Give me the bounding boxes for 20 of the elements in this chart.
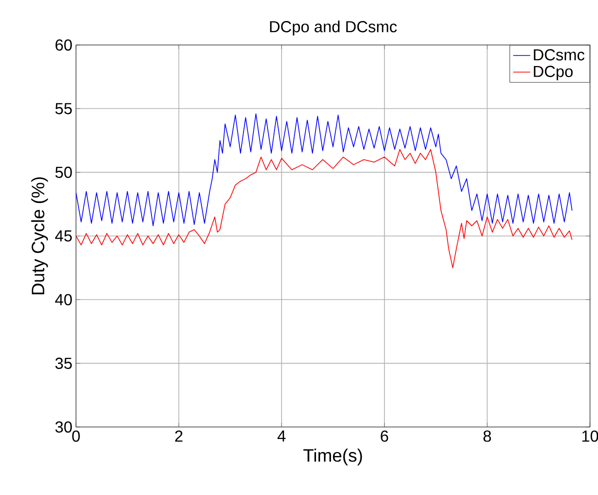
y-tick-label: 50 bbox=[55, 166, 72, 178]
y-tick-label: 30 bbox=[55, 421, 72, 433]
x-axis-title: Time(s) bbox=[303, 448, 362, 466]
legend-label: DCsmc bbox=[534, 49, 584, 60]
x-tick-label: 6 bbox=[380, 430, 388, 442]
line-series bbox=[76, 149, 572, 268]
line-series bbox=[76, 113, 572, 226]
x-tick-label: 0 bbox=[72, 430, 80, 442]
y-tick-label: 60 bbox=[56, 39, 72, 51]
legend-label: DCpo bbox=[534, 66, 573, 80]
y-tick-label: 35 bbox=[55, 358, 72, 369]
x-tick-label: 2 bbox=[175, 430, 182, 442]
y-tick-label: 45 bbox=[55, 230, 72, 242]
x-tick-label: 8 bbox=[483, 430, 491, 442]
x-tick-label: 10 bbox=[582, 430, 598, 442]
x-tick-label: 4 bbox=[278, 430, 286, 442]
y-tick-label: 40 bbox=[55, 294, 72, 306]
chart-title: DCpo and DCsmc bbox=[270, 20, 397, 36]
y-axis-title: Duty Cycle (%) bbox=[31, 177, 48, 294]
y-tick-label: 55 bbox=[55, 103, 72, 114]
